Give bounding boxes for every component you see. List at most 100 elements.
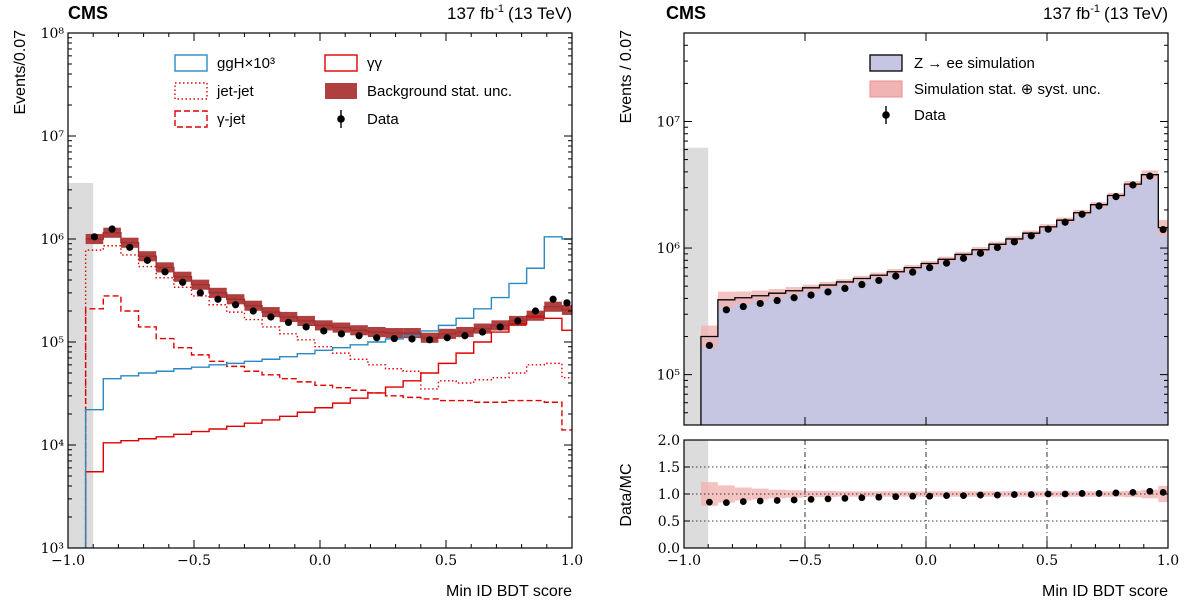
left-chart: CMS 137 fb-1 (13 TeV) Events/0.07 Min ID … [12, 3, 584, 600]
right-legend-swatch-unc [869, 80, 903, 98]
right-data-point [1061, 218, 1069, 226]
right-lumi-label: 137 fb-1 (13 TeV) [1043, 3, 1168, 23]
left-x-tick-label: 0.0 [309, 553, 331, 569]
ratio-x-tick-label: 1.0 [1157, 553, 1179, 569]
left-data-point [179, 278, 187, 286]
left-legend-label-gg: γγ [367, 55, 383, 72]
right-data-point [942, 259, 951, 267]
ratio-unc-band-bin [734, 487, 752, 501]
right-data-point [705, 341, 714, 350]
right-data-point [773, 296, 781, 305]
left-data-point [496, 323, 504, 331]
right-y-axis-label: Events / 0.07 [618, 30, 635, 123]
ratio-data-point [1027, 491, 1035, 498]
left-series-unc-line [85, 232, 572, 339]
right-legend-label-zee_unc: Simulation stat. ⊕ syst. unc. [914, 81, 1101, 98]
ratio-unc-band-bin [785, 490, 803, 498]
right-data-point [1129, 181, 1137, 189]
left-legend-label-unc: Background stat. unc. [367, 83, 512, 100]
ratio-data-point [1010, 491, 1018, 498]
left-data-point [373, 334, 381, 342]
right-data-point [1146, 172, 1154, 180]
ratio-x-tick-label: −1.0 [667, 553, 701, 569]
left-data-point [514, 317, 522, 325]
right-cms-label: CMS [666, 3, 706, 23]
left-data-point [214, 295, 222, 303]
ratio-y-tick-label: 2.0 [658, 433, 680, 449]
ratio-unc-band-bin [717, 485, 735, 503]
left-data-point [284, 318, 293, 326]
ratio-data-point [1061, 490, 1069, 498]
right-data-point [858, 280, 866, 289]
left-data-point [461, 332, 469, 340]
left-legend-label-gj: γ-jet [217, 111, 246, 128]
left-data-point [478, 328, 487, 336]
left-data-point [108, 225, 116, 233]
right-data-point [892, 272, 900, 280]
left-legend-label-data: Data [367, 111, 399, 128]
left-y-tick-label: 10⁷ [41, 129, 65, 145]
right-data-point [824, 288, 832, 296]
ratio-data-point [841, 494, 849, 502]
right-data-point [1159, 225, 1167, 234]
right-x-axis-label: Min ID BDT score [1042, 583, 1168, 600]
left-data-point [549, 295, 557, 303]
left-data-point [267, 313, 275, 321]
left-data-point [390, 334, 398, 343]
left-cms-label: CMS [68, 3, 108, 23]
ratio-x-tick-label: 0.0 [915, 553, 937, 569]
left-axes-frame [67, 32, 573, 549]
right-data-point [790, 294, 798, 302]
right-data-point [841, 284, 849, 292]
left-data-point [196, 289, 204, 297]
ratio-data-point [943, 492, 950, 500]
left-legend-swatch-gg [324, 54, 358, 72]
ratio-data-point [1112, 489, 1120, 497]
left-legend-label-jj: jet-jet [216, 83, 255, 100]
left-data-point [249, 307, 257, 315]
ratio-y-tick-label: 1.0 [658, 487, 680, 503]
right-data-point [926, 264, 934, 272]
left-y-tick-label: 10⁶ [41, 232, 65, 248]
ratio-x-tick-label: −0.5 [788, 553, 822, 569]
left-data-point [320, 327, 328, 335]
left-y-tick-label: 10⁵ [41, 335, 65, 351]
left-series-gj-line [84, 295, 572, 548]
left-legend-swatch-gj [174, 110, 208, 128]
right-chart: CMS 137 fb-1 (13 TeV) Events / 0.07 Data/… [618, 3, 1179, 600]
right-data-point [976, 249, 985, 257]
ratio-data-point [1146, 487, 1154, 495]
right-data-point [1010, 238, 1018, 246]
ratio-unc-band-bin [802, 490, 820, 498]
ratio-data-point [790, 496, 798, 504]
left-x-axis-label: Min ID BDT score [446, 583, 572, 600]
ratio-data-point [1044, 490, 1052, 498]
left-x-tick-label: −0.5 [177, 553, 211, 569]
ratio-data-point [824, 495, 832, 503]
ratio-y-tick-label: 1.5 [658, 460, 680, 476]
left-data-point [426, 336, 434, 344]
right-legend-swatch-zee [869, 54, 903, 72]
left-y-tick-label: 10³ [41, 541, 64, 557]
ratio-data-point [1129, 488, 1137, 496]
ratio-data-point [756, 497, 764, 505]
ratio-y-axis-label: Data/MC [618, 463, 635, 526]
right-y-tick-label: 10⁵ [657, 368, 681, 384]
left-series-gg-line [84, 316, 572, 548]
ratio-data-point [977, 491, 984, 499]
right-zee-fill [700, 174, 1168, 425]
ratio-data-point [960, 492, 967, 500]
left-legend-swatch-data [337, 115, 345, 123]
ratio-data-point [892, 493, 900, 501]
right-data-point [875, 276, 883, 285]
left-y-axis-label: Events/0.07 [12, 30, 29, 115]
right-data-point [1112, 192, 1120, 201]
left-x-tick-label: 0.5 [435, 553, 457, 569]
right-zee-line [700, 174, 1168, 425]
left-plot-area: −1.0 −0.5 0.0 0.5 1.0 10³ 10⁴ 10⁵ 10⁶ 10⁷ 10⁸ ggH×1… [41, 26, 584, 569]
ratio-data-point [993, 491, 1001, 499]
right-data-point [1044, 225, 1052, 233]
ratio-data-point [739, 498, 747, 505]
ratio-data-point [875, 493, 883, 501]
right-legend-label-data: Data [914, 107, 946, 124]
